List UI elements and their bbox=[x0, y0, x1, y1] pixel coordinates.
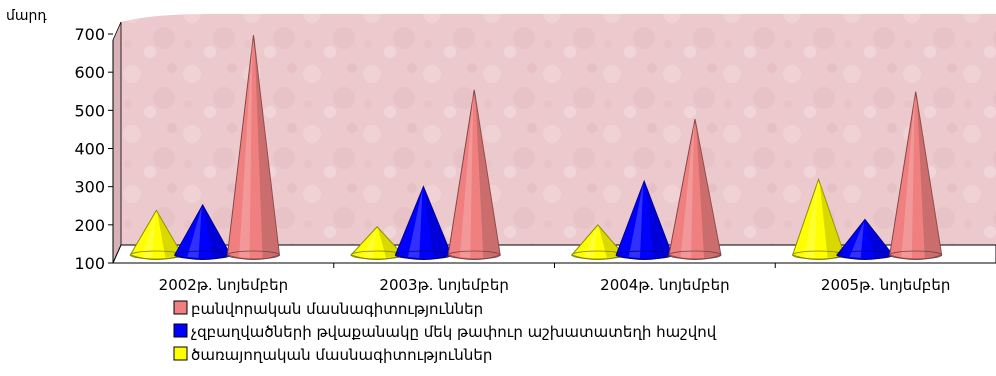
cone-mark bbox=[447, 89, 501, 260]
y-tick-label: 700 bbox=[74, 25, 105, 44]
cone-mark bbox=[394, 185, 453, 260]
cone-base bbox=[889, 250, 943, 260]
cone-base bbox=[447, 250, 501, 260]
cone-mark bbox=[615, 179, 673, 260]
legend-swatch bbox=[173, 323, 188, 338]
cone-highlight bbox=[408, 188, 423, 258]
cone-highlight bbox=[459, 91, 474, 258]
cone-mark bbox=[226, 35, 280, 260]
cone-highlight bbox=[901, 93, 915, 258]
cone-shadow bbox=[424, 188, 452, 258]
cone-shadow bbox=[475, 91, 501, 258]
y-tick-label: 200 bbox=[74, 216, 105, 235]
cone-shadow bbox=[819, 181, 845, 258]
cone-base bbox=[227, 250, 280, 260]
legend-label: բանվորական մասնագիտություններ bbox=[191, 300, 483, 318]
legend-label: ծառայողական մասնագիտություններ bbox=[191, 346, 492, 364]
cone-shadow bbox=[203, 206, 231, 258]
cone-mark bbox=[173, 203, 232, 260]
cone-shadow bbox=[645, 183, 673, 258]
x-tick-label: 2004թ. նոյեմբեր bbox=[600, 276, 729, 294]
cone-highlight bbox=[239, 37, 253, 258]
cone-highlight bbox=[142, 212, 156, 258]
x-tick-label: 2002թ. նոյեմբեր bbox=[159, 276, 288, 294]
y-tick-label: 100 bbox=[74, 254, 105, 273]
y-tick-label: 400 bbox=[74, 140, 105, 159]
cone-highlight bbox=[583, 226, 597, 258]
y-axis-label: մարդ bbox=[6, 8, 47, 24]
cone-mark bbox=[668, 118, 722, 260]
cone-shadow bbox=[157, 212, 183, 258]
y-tick-label: 300 bbox=[74, 178, 105, 197]
legend-swatch bbox=[173, 300, 188, 315]
back-wall bbox=[121, 14, 996, 245]
cone-highlight bbox=[849, 221, 864, 258]
side-wall bbox=[112, 21, 122, 264]
y-tick-label: 500 bbox=[74, 101, 105, 120]
cone-mark bbox=[889, 91, 943, 260]
cone-mark bbox=[129, 209, 184, 260]
cone-mark bbox=[791, 177, 846, 260]
cone-shadow bbox=[865, 221, 893, 258]
cone-highlight bbox=[680, 121, 694, 258]
legend-label: չզբաղվածների թվաքանակը մեկ թափուր աշխատա… bbox=[191, 323, 717, 341]
cone-base bbox=[668, 250, 722, 260]
cone-highlight bbox=[187, 206, 202, 258]
x-tick-label: 2003թ. նոյեմբեր bbox=[379, 276, 508, 294]
cone-shadow bbox=[916, 93, 942, 258]
cone-shadow bbox=[254, 37, 280, 258]
legend-swatch bbox=[173, 346, 188, 361]
cone-highlight bbox=[628, 183, 644, 258]
cone-highlight bbox=[804, 181, 818, 258]
y-tick-label: 600 bbox=[74, 63, 105, 82]
cone-mark bbox=[836, 218, 894, 260]
cone-shadow bbox=[695, 121, 721, 258]
x-tick-label: 2005թ. նոյեմբեր bbox=[821, 276, 950, 294]
